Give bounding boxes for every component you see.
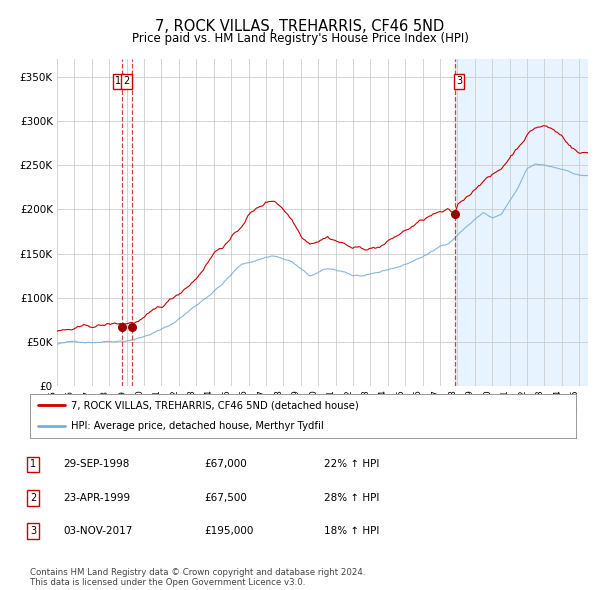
Text: £195,000: £195,000: [204, 526, 253, 536]
Text: 03-NOV-2017: 03-NOV-2017: [63, 526, 133, 536]
Text: 7, ROCK VILLAS, TREHARRIS, CF46 5ND (detached house): 7, ROCK VILLAS, TREHARRIS, CF46 5ND (det…: [71, 401, 359, 411]
Text: 7, ROCK VILLAS, TREHARRIS, CF46 5ND: 7, ROCK VILLAS, TREHARRIS, CF46 5ND: [155, 19, 445, 34]
Text: HPI: Average price, detached house, Merthyr Tydfil: HPI: Average price, detached house, Mert…: [71, 421, 324, 431]
Text: 22% ↑ HPI: 22% ↑ HPI: [324, 460, 379, 469]
Text: £67,000: £67,000: [204, 460, 247, 469]
Bar: [455, 59, 588, 386]
Text: 29-SEP-1998: 29-SEP-1998: [63, 460, 130, 469]
Text: Contains HM Land Registry data © Crown copyright and database right 2024.
This d: Contains HM Land Registry data © Crown c…: [30, 568, 365, 587]
Text: 18% ↑ HPI: 18% ↑ HPI: [324, 526, 379, 536]
Text: 1: 1: [30, 460, 36, 469]
Text: Price paid vs. HM Land Registry's House Price Index (HPI): Price paid vs. HM Land Registry's House …: [131, 32, 469, 45]
Text: 2: 2: [123, 76, 129, 86]
Text: £67,500: £67,500: [204, 493, 247, 503]
Text: 23-APR-1999: 23-APR-1999: [63, 493, 130, 503]
Text: 3: 3: [30, 526, 36, 536]
Text: 3: 3: [456, 76, 462, 86]
Text: 28% ↑ HPI: 28% ↑ HPI: [324, 493, 379, 503]
Text: 2: 2: [30, 493, 36, 503]
Text: 1: 1: [115, 76, 121, 86]
